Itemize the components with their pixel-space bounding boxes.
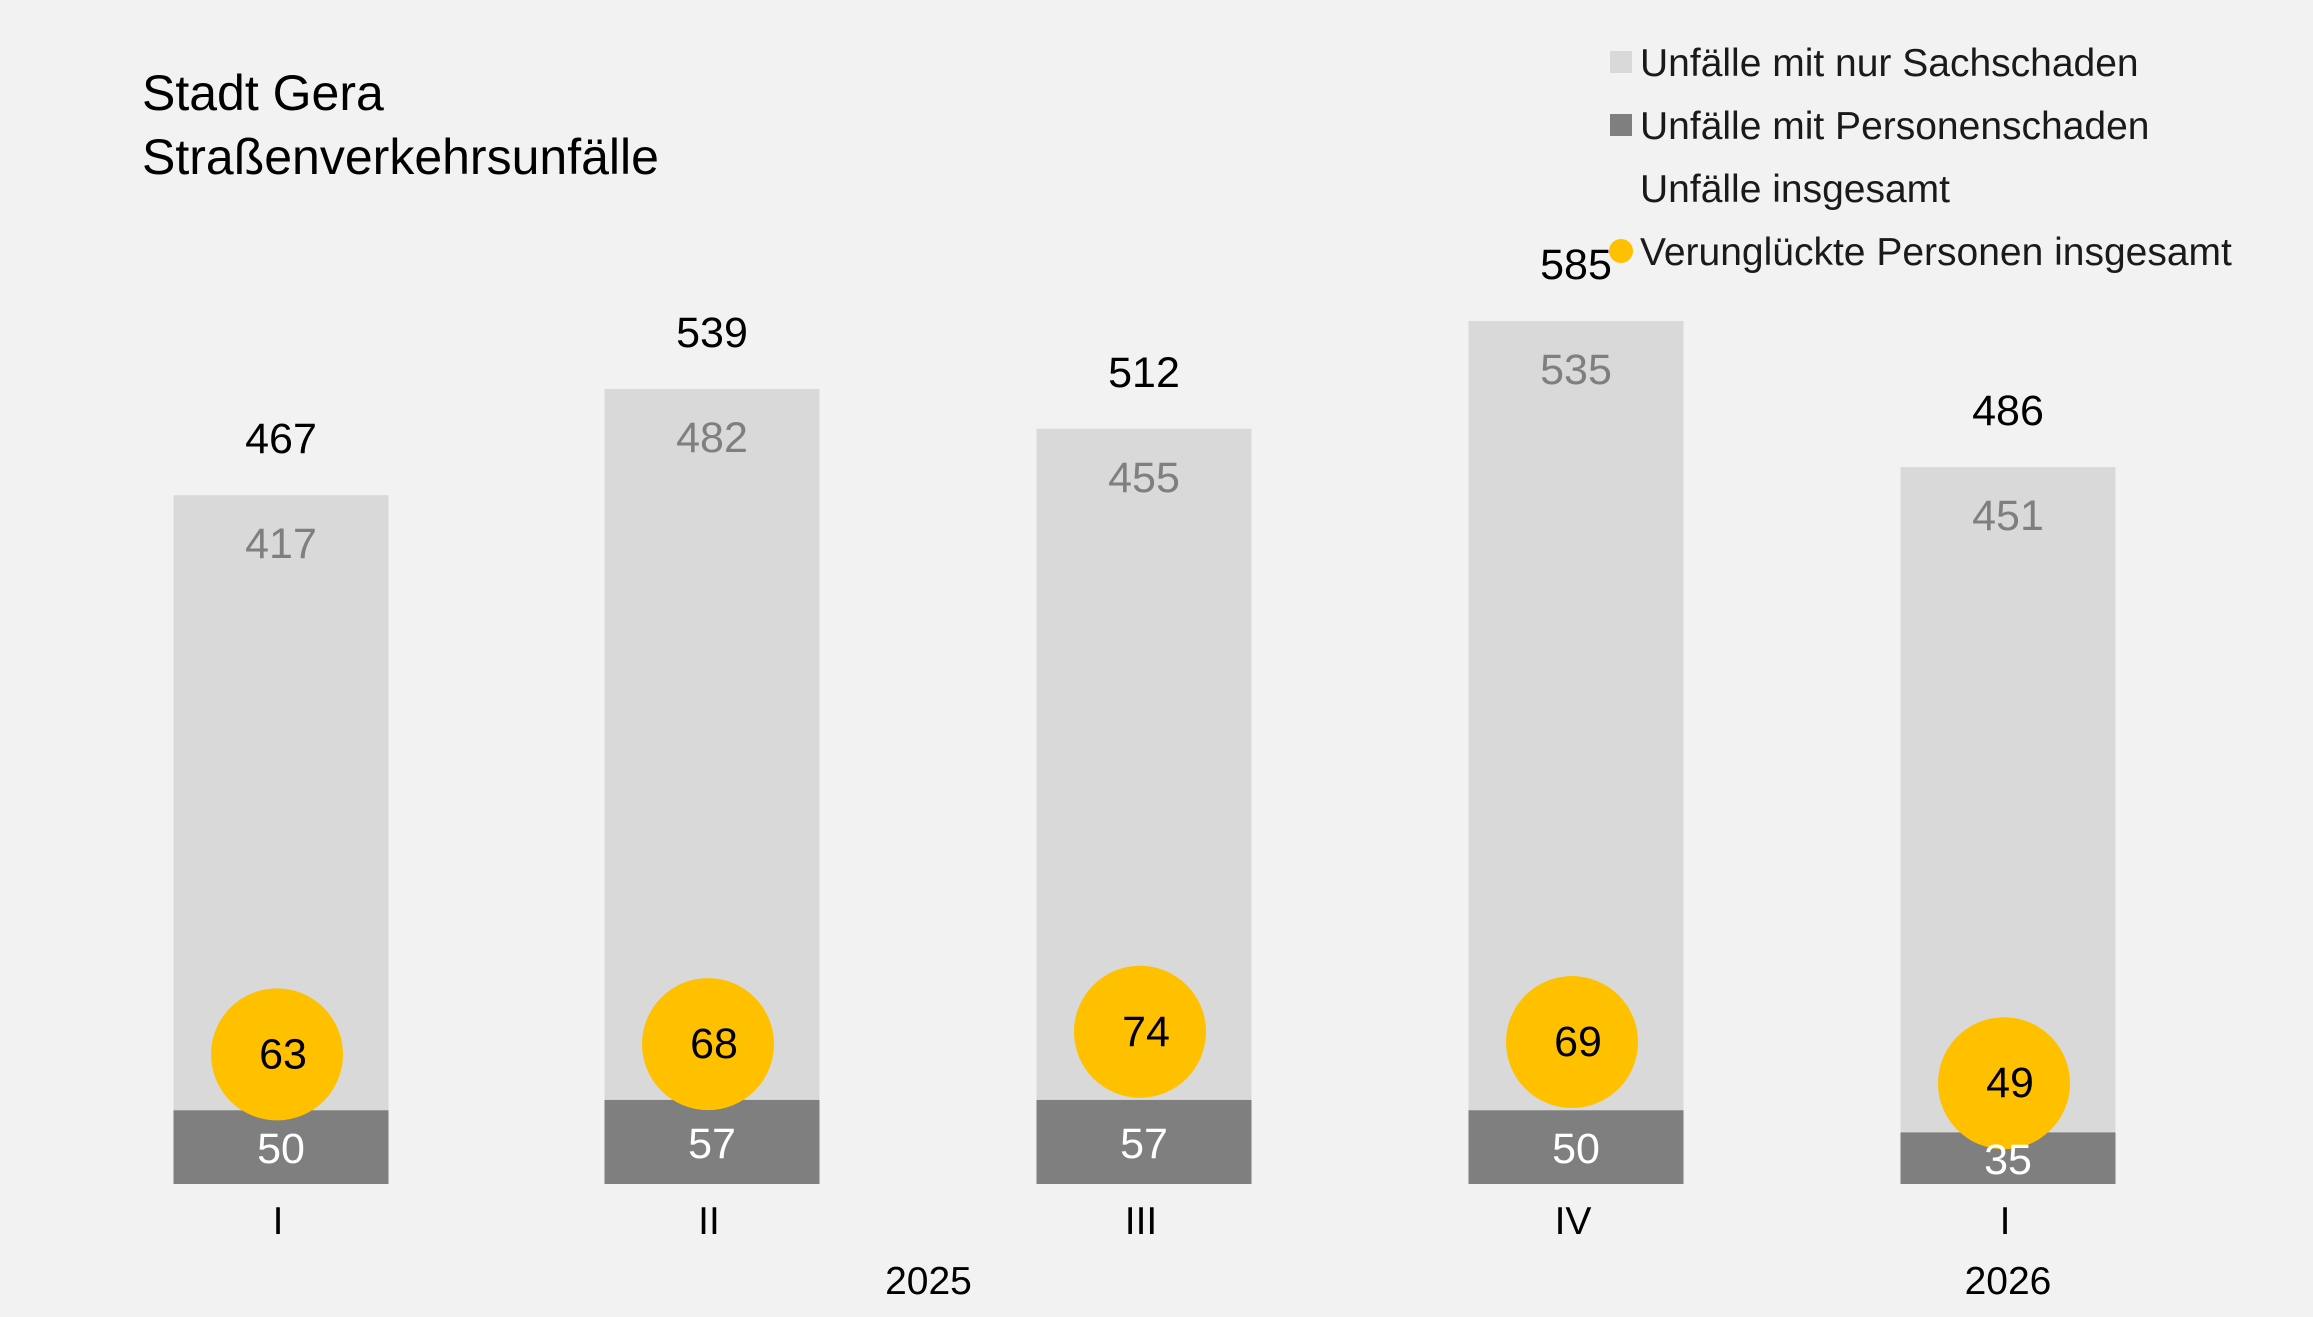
labels-layer: 50 417 467 63 57 482 539 68 57 455 512 74 50 535 585 69… [245, 241, 2044, 1184]
label-verunglueckte: 63 [259, 1030, 307, 1078]
label-personenschaden: 35 [1984, 1136, 2032, 1184]
marker-verunglueckte [1074, 965, 1206, 1098]
label-sachschaden: 482 [676, 414, 748, 462]
label-sachschaden: 455 [1108, 454, 1180, 502]
x-tick-label: IV [1555, 1200, 1592, 1243]
x-tick-label: III [1125, 1200, 1158, 1243]
marker-verunglueckte [211, 988, 343, 1121]
label-personenschaden: 50 [257, 1125, 305, 1173]
label-verunglueckte: 49 [1986, 1059, 2034, 1107]
marker-verunglueckte [1938, 1017, 2070, 1150]
legend-swatch [1610, 114, 1632, 136]
label-unfaelle-insgesamt: 585 [1540, 241, 1612, 289]
label-sachschaden: 451 [1972, 492, 2044, 540]
bar-personenschaden [173, 1110, 389, 1184]
x-tick-label: II [698, 1200, 720, 1243]
label-unfaelle-insgesamt: 467 [245, 415, 317, 463]
chart-title: Stadt Gera Straßenverkehrsunfälle [142, 65, 659, 185]
chart-title-line-1: Stadt Gera [142, 65, 384, 121]
label-sachschaden: 417 [245, 520, 317, 568]
marker-verunglueckte [642, 978, 774, 1111]
x-group-label: 2026 [1965, 1260, 2052, 1303]
label-verunglueckte: 68 [690, 1020, 738, 1068]
markers-layer [211, 965, 2070, 1150]
label-verunglueckte: 74 [1122, 1008, 1170, 1056]
label-personenschaden: 50 [1552, 1125, 1600, 1173]
x-group-label: 2025 [885, 1260, 972, 1303]
label-personenschaden: 57 [1120, 1120, 1168, 1168]
legend-swatch [1610, 51, 1632, 73]
legend-label: Unfälle mit nur Sachschaden [1640, 42, 2139, 85]
legend-label: Verunglückte Personen insgesamt [1640, 231, 2232, 274]
legend-label: Unfälle mit Personenschaden [1640, 105, 2149, 148]
label-unfaelle-insgesamt: 539 [676, 309, 748, 357]
chart-title-line-2: Straßenverkehrsunfälle [142, 129, 659, 185]
x-tick-label: I [2000, 1200, 2011, 1243]
bar-personenschaden [1036, 1099, 1252, 1184]
label-unfaelle-insgesamt: 512 [1108, 349, 1180, 397]
bar-personenschaden [1468, 1110, 1684, 1184]
bar-personenschaden [604, 1099, 820, 1184]
label-unfaelle-insgesamt: 486 [1972, 387, 2044, 435]
legend-swatch [1609, 239, 1633, 263]
x-tick-label: I [273, 1200, 284, 1243]
marker-verunglueckte [1506, 976, 1638, 1109]
label-verunglueckte: 69 [1554, 1018, 1602, 1066]
label-personenschaden: 57 [688, 1120, 736, 1168]
legend: Unfälle mit nur Sachschaden Unfälle mit P… [1609, 42, 2232, 274]
label-sachschaden: 535 [1540, 346, 1612, 394]
legend-label: Unfälle insgesamt [1640, 168, 1950, 211]
